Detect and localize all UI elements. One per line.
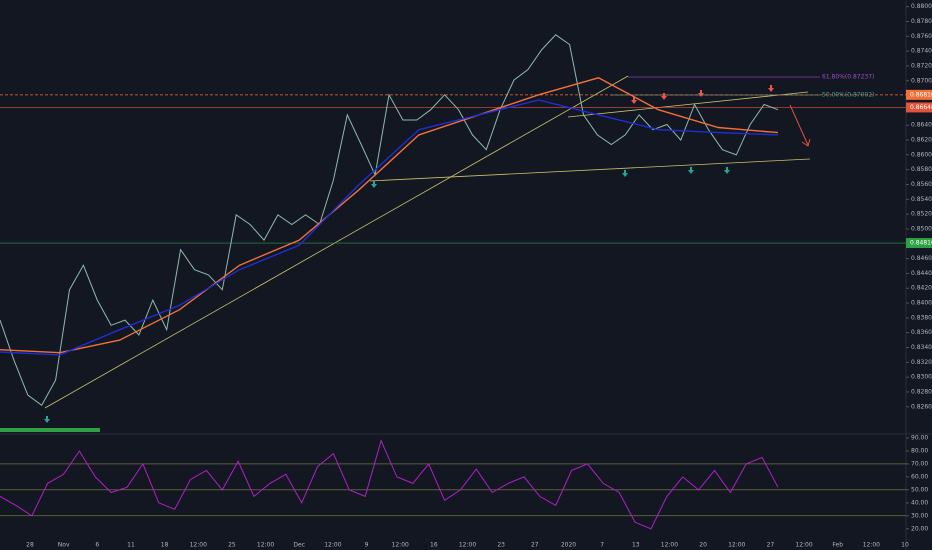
x-tick-label: 12:00 bbox=[661, 542, 678, 549]
x-tick-label: 12:00 bbox=[190, 542, 207, 549]
y-tick-label: 80.00 bbox=[911, 447, 928, 454]
x-tick-label: 27 bbox=[531, 542, 539, 549]
y-tick-label: 30.00 bbox=[911, 512, 928, 519]
x-tick-label: 25 bbox=[228, 542, 236, 549]
x-tick-label: 9 bbox=[365, 542, 369, 549]
x-tick-label: Feb bbox=[832, 542, 843, 549]
x-tick-label: 12:00 bbox=[795, 542, 812, 549]
x-tick-label: 12:00 bbox=[324, 542, 341, 549]
drawings bbox=[0, 75, 820, 432]
x-tick-label: 12:00 bbox=[863, 542, 880, 549]
series-line bbox=[0, 77, 779, 354]
y-tick-label: 40.00 bbox=[911, 499, 928, 506]
series-line bbox=[0, 439, 779, 530]
x-tick-label: 16 bbox=[430, 542, 438, 549]
price-level-box bbox=[906, 238, 932, 249]
x-tick-label: 12:00 bbox=[728, 542, 745, 549]
series-line bbox=[0, 99, 779, 356]
y-tick-label: 70.00 bbox=[911, 460, 928, 467]
x-tick-label: 27 bbox=[767, 542, 775, 549]
y-tick-label: 60.00 bbox=[911, 473, 928, 480]
x-tick-label: 18 bbox=[161, 542, 169, 549]
x-tick-label: 11 bbox=[127, 542, 135, 549]
x-tick-label: 10 bbox=[901, 542, 909, 549]
x-tick-label: 12:00 bbox=[459, 542, 476, 549]
series-line bbox=[0, 34, 779, 407]
x-tick-label: 13 bbox=[632, 542, 640, 549]
x-tick-label: 2020 bbox=[561, 542, 576, 549]
x-tick-label: 20 bbox=[699, 542, 707, 549]
fib-label: 61.80%(0.87237) bbox=[822, 74, 874, 81]
price-level-label: 0.84810 bbox=[910, 240, 932, 247]
y-tick-label: 50.00 bbox=[911, 486, 928, 493]
y-tick-label: 20.00 bbox=[911, 525, 928, 532]
y-tick-label: 90.00 bbox=[911, 434, 928, 441]
price-level-box bbox=[906, 102, 932, 113]
x-tick-label: 7 bbox=[600, 542, 604, 549]
x-tick-label: Dec bbox=[293, 542, 305, 549]
x-tick-label: 6 bbox=[95, 542, 99, 549]
x-tick-label: 12:00 bbox=[392, 542, 409, 549]
x-tick-label: 23 bbox=[497, 542, 505, 549]
price-level-box bbox=[906, 89, 932, 100]
x-tick-label: Nov bbox=[58, 542, 70, 549]
fib-label: 50.00%(0.87002) bbox=[822, 92, 874, 99]
x-tick-label: 28 bbox=[26, 542, 34, 549]
x-tick-label: 12:00 bbox=[257, 542, 274, 549]
